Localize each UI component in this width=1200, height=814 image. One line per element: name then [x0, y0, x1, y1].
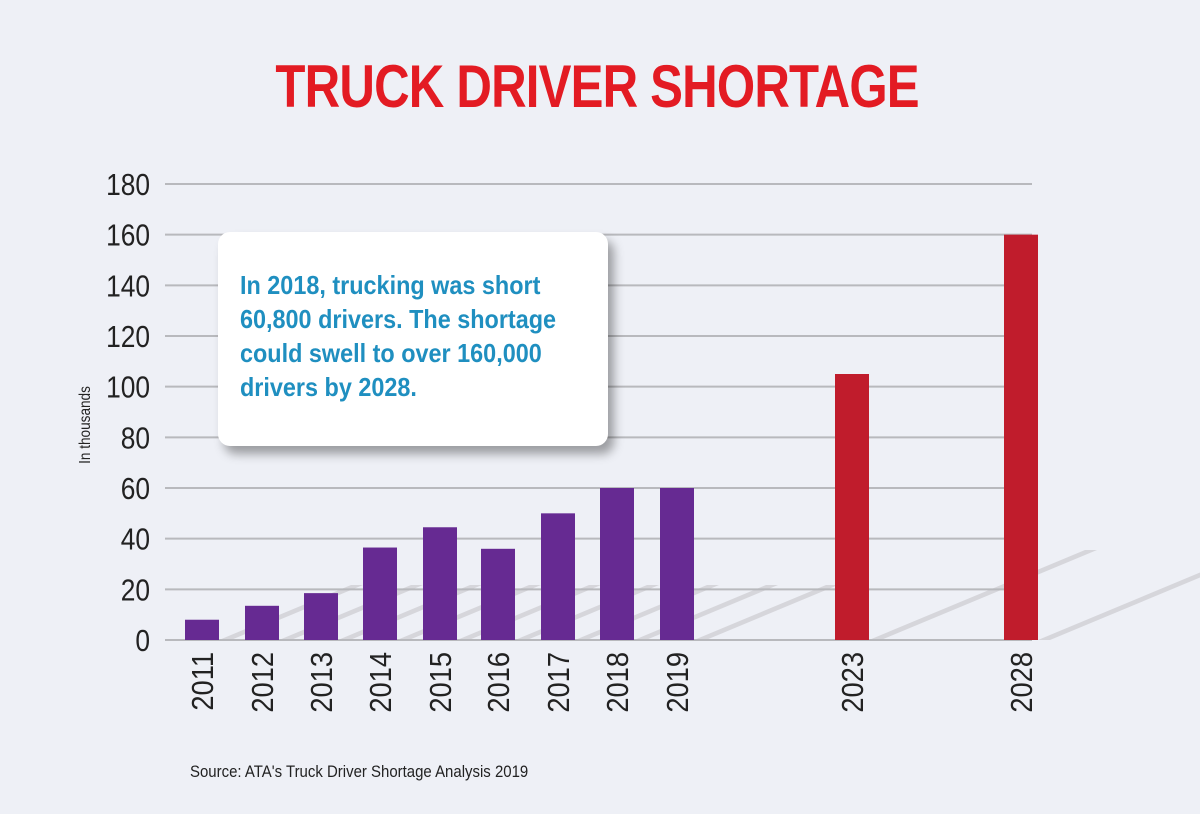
bar-shadow — [219, 585, 363, 640]
bar-shadow — [338, 585, 482, 640]
bar-shadow — [397, 585, 541, 640]
callout-box: In 2018, trucking was short 60,800 drive… — [218, 232, 608, 446]
bar-shadow — [694, 585, 838, 640]
bar-shadow — [1038, 572, 1200, 640]
y-tick-label: 0 — [135, 624, 150, 658]
x-tick-label: 2017 — [542, 652, 576, 713]
y-tick-label: 160 — [106, 219, 150, 253]
x-tick-label: 2028 — [1005, 652, 1039, 713]
source-note: Source: ATA's Truck Driver Shortage Anal… — [190, 762, 529, 781]
x-tick-label: 2013 — [305, 652, 339, 713]
bar-shadow — [515, 585, 659, 640]
y-tick-label: 140 — [106, 269, 150, 303]
bar-2015 — [423, 527, 457, 640]
x-tick-label: 2018 — [601, 652, 635, 713]
bar-2011 — [185, 619, 219, 640]
x-tick-label: 2015 — [424, 652, 458, 713]
x-tick-label: 2014 — [364, 652, 398, 713]
y-tick-label: 20 — [121, 573, 150, 607]
callout-line: 60,800 drivers. The shortage — [240, 304, 557, 334]
bar-shadow — [279, 585, 423, 640]
bar-2013 — [304, 593, 338, 640]
callout-line: could swell to over 160,000 — [240, 338, 542, 368]
x-tick-label: 2019 — [661, 652, 695, 713]
bar-shadow — [575, 585, 719, 640]
y-axis-label: In thousands — [77, 386, 94, 464]
bar-shadow — [457, 585, 601, 640]
bar-2012 — [245, 605, 279, 640]
x-tick-label: 2016 — [482, 652, 516, 713]
y-tick-label: 40 — [121, 523, 150, 557]
bar-2017 — [541, 513, 575, 640]
x-tick-label: 2023 — [836, 652, 870, 713]
y-tick-label: 180 — [106, 168, 150, 202]
y-tick-label: 60 — [121, 472, 150, 506]
bar-2016 — [481, 548, 515, 640]
bar-2018 — [600, 488, 634, 640]
bar-2014 — [363, 547, 397, 640]
bar-2019 — [660, 488, 694, 640]
chart-title: TRUCK DRIVER SHORTAGE — [275, 53, 919, 120]
y-tick-label: 80 — [121, 421, 150, 455]
bar-2028 — [1004, 234, 1038, 640]
bar-shadow — [634, 585, 778, 640]
x-tick-label: 2011 — [186, 652, 220, 711]
callout-line: In 2018, trucking was short — [240, 270, 541, 300]
bar-2023 — [835, 374, 869, 640]
y-tick-label: 120 — [106, 320, 150, 354]
callout-line: drivers by 2028. — [240, 372, 417, 402]
x-tick-label: 2012 — [246, 652, 280, 713]
y-tick-label: 100 — [106, 371, 150, 405]
bar-shadow — [869, 550, 1097, 640]
